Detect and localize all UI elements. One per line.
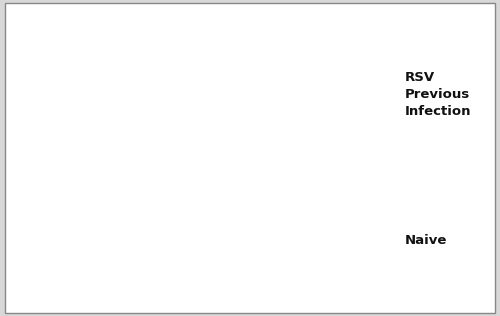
Text: 0: 0 bbox=[50, 106, 56, 116]
Text: bleeds: bleeds bbox=[16, 122, 51, 132]
Text: RSV
Previous
Infection: RSV Previous Infection bbox=[405, 71, 471, 118]
Text: 150: 150 bbox=[363, 259, 383, 269]
Text: day: day bbox=[32, 259, 51, 269]
Text: Boost:
VLPs or RSV: Boost: VLPs or RSV bbox=[230, 183, 302, 205]
Text: 100: 100 bbox=[256, 259, 276, 269]
Text: 50: 50 bbox=[154, 106, 166, 116]
Text: 0: 0 bbox=[50, 259, 56, 269]
Text: day: day bbox=[32, 106, 51, 116]
Text: Prime:
VLPs or RSV: Prime: VLPs or RSV bbox=[56, 183, 127, 205]
Text: RSV
Prime: RSV Prime bbox=[56, 25, 90, 47]
Text: Naive: Naive bbox=[405, 234, 448, 247]
Text: 150: 150 bbox=[363, 106, 383, 116]
Text: bleeds: bleeds bbox=[16, 273, 51, 283]
Text: Immunize:
VLPs or RSV: Immunize: VLPs or RSV bbox=[220, 25, 292, 47]
Text: 100: 100 bbox=[256, 106, 276, 116]
Text: 50: 50 bbox=[154, 259, 166, 269]
